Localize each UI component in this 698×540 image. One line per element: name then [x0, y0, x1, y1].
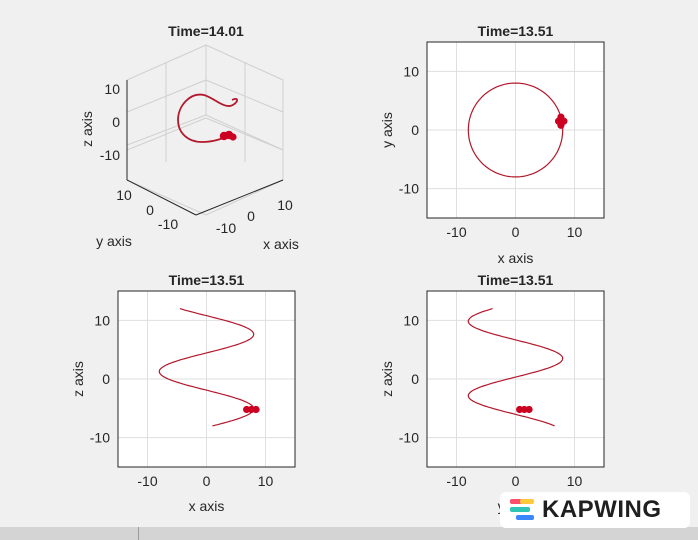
- helix-curve: [177, 93, 238, 143]
- kapwing-watermark: KAPWING: [500, 492, 690, 528]
- x-tick-label: 10: [258, 473, 274, 489]
- y-tick-label: 10: [116, 187, 132, 203]
- kapwing-logo-icon: [510, 499, 536, 521]
- figure-plots: Time=14.01 10 0 -10 z axis 10 0 -10 y ax…: [70, 23, 605, 514]
- y-tick-label: 0: [411, 122, 419, 138]
- kapwing-brand-text: KAPWING: [542, 496, 662, 523]
- subplot-title: Time=13.51: [478, 272, 554, 288]
- y-tick-label: -10: [399, 181, 419, 197]
- x-tick-label: 10: [567, 473, 583, 489]
- subplot-title: Time=14.01: [168, 23, 244, 39]
- x-tick-label: 10: [277, 197, 293, 213]
- x-tick-label: -10: [446, 224, 466, 240]
- marker: [229, 133, 237, 141]
- y-tick-label: 10: [94, 312, 110, 328]
- y-tick-label: 10: [403, 312, 419, 328]
- x-axis-line: [195, 179, 284, 216]
- x-tick-label: 0: [512, 473, 520, 489]
- subplot-title: Time=13.51: [169, 272, 245, 288]
- y-axis-line: [126, 179, 197, 216]
- trajectory-curve: [467, 308, 564, 427]
- y-tick-label: 0: [146, 202, 154, 218]
- z-tick-label: -10: [100, 147, 120, 163]
- x-tick-label: 0: [512, 224, 520, 240]
- y-axis-label: z axis: [70, 361, 86, 397]
- y-tick-label: -10: [158, 216, 178, 232]
- marker: [252, 405, 260, 414]
- z-tick-label: 10: [104, 81, 120, 97]
- y-tick-label: -10: [90, 430, 110, 446]
- y-tick-label: -10: [399, 430, 419, 446]
- trajectory-curve: [467, 82, 564, 178]
- z-tick-label: 0: [112, 114, 120, 130]
- axes-border: [426, 290, 605, 468]
- subplot-title: Time=13.51: [478, 23, 554, 39]
- y-axis-label: y axis: [96, 233, 132, 249]
- x-axis-label: x axis: [189, 498, 225, 514]
- subplot-3d: Time=14.01 10 0 -10 z axis 10 0 -10 y ax…: [79, 23, 299, 252]
- x-tick-label: -10: [137, 473, 157, 489]
- x-axis-label: x axis: [263, 236, 299, 252]
- x-tick-label: -10: [216, 220, 236, 236]
- y-tick-label: 0: [411, 371, 419, 387]
- x-tick-label: 0: [247, 208, 255, 224]
- axes-border: [117, 290, 296, 468]
- subplot-xz: -10 0 10 -10 0 10 Time=13.51 x axis z axis: [70, 272, 296, 514]
- subplot-xy: -10 0 10 -10 0 10 Time=13.51 x axis y axis: [379, 23, 605, 266]
- y-axis-label: y axis: [379, 112, 395, 148]
- x-axis-label: x axis: [498, 250, 534, 266]
- marker: [525, 405, 533, 414]
- axes-border: [426, 41, 605, 219]
- divider: [138, 527, 139, 540]
- y-tick-label: 0: [102, 371, 110, 387]
- y-tick-label: 10: [403, 63, 419, 79]
- status-strip: [0, 527, 698, 540]
- marker: [560, 117, 568, 125]
- z-axis-label: z axis: [79, 111, 95, 147]
- x-tick-label: -10: [446, 473, 466, 489]
- y-axis-label: z axis: [379, 361, 395, 397]
- marker: [554, 117, 563, 125]
- x-tick-label: 0: [203, 473, 211, 489]
- x-tick-label: 10: [567, 224, 583, 240]
